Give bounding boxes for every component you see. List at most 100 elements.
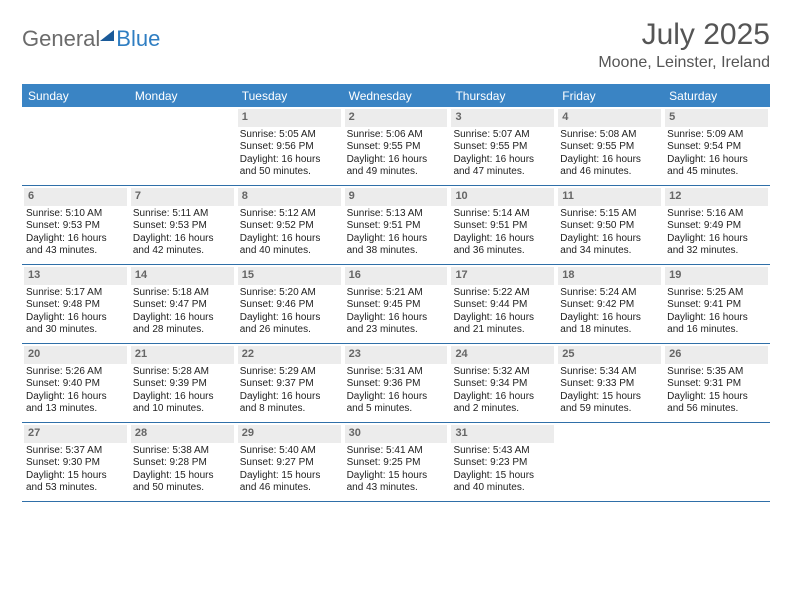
day-header-row: SundayMondayTuesdayWednesdayThursdayFrid… [22, 86, 770, 107]
sunrise-text: Sunrise: 5:29 AM [240, 366, 339, 379]
daylight-text: and 42 minutes. [133, 245, 232, 258]
daylight-text: Daylight: 16 hours [560, 233, 659, 246]
sunrise-text: Sunrise: 5:28 AM [133, 366, 232, 379]
day-number: 7 [131, 188, 234, 206]
day-number: 30 [345, 425, 448, 443]
day-number: 15 [238, 267, 341, 285]
daylight-text: and 43 minutes. [26, 245, 125, 258]
daylight-text: and 53 minutes. [26, 482, 125, 495]
sunrise-text: Sunrise: 5:26 AM [26, 366, 125, 379]
sunset-text: Sunset: 9:55 PM [560, 141, 659, 154]
daylight-text: Daylight: 16 hours [26, 312, 125, 325]
sunrise-text: Sunrise: 5:22 AM [453, 287, 552, 300]
day-cell: 7Sunrise: 5:11 AMSunset: 9:53 PMDaylight… [129, 186, 236, 264]
sunset-text: Sunset: 9:53 PM [133, 220, 232, 233]
daylight-text: Daylight: 16 hours [133, 312, 232, 325]
daylight-text: and 59 minutes. [560, 403, 659, 416]
day-cell [129, 107, 236, 185]
daylight-text: Daylight: 15 hours [240, 470, 339, 483]
sunrise-text: Sunrise: 5:16 AM [667, 208, 766, 221]
sunset-text: Sunset: 9:55 PM [347, 141, 446, 154]
sunset-text: Sunset: 9:31 PM [667, 378, 766, 391]
sunrise-text: Sunrise: 5:43 AM [453, 445, 552, 458]
week-row: 6Sunrise: 5:10 AMSunset: 9:53 PMDaylight… [22, 186, 770, 265]
day-number: 27 [24, 425, 127, 443]
day-header: Thursday [449, 86, 556, 107]
day-number: 19 [665, 267, 768, 285]
sunset-text: Sunset: 9:34 PM [453, 378, 552, 391]
sunset-text: Sunset: 9:47 PM [133, 299, 232, 312]
daylight-text: Daylight: 16 hours [133, 391, 232, 404]
day-cell [556, 423, 663, 501]
sunrise-text: Sunrise: 5:37 AM [26, 445, 125, 458]
daylight-text: Daylight: 16 hours [453, 154, 552, 167]
calendar: SundayMondayTuesdayWednesdayThursdayFrid… [22, 84, 770, 502]
daylight-text: Daylight: 16 hours [240, 391, 339, 404]
daylight-text: and 49 minutes. [347, 166, 446, 179]
daylight-text: and 30 minutes. [26, 324, 125, 337]
sunset-text: Sunset: 9:30 PM [26, 457, 125, 470]
daylight-text: Daylight: 16 hours [240, 154, 339, 167]
daylight-text: Daylight: 16 hours [453, 312, 552, 325]
day-number: 3 [451, 109, 554, 127]
sunset-text: Sunset: 9:46 PM [240, 299, 339, 312]
daylight-text: and 36 minutes. [453, 245, 552, 258]
day-number: 23 [345, 346, 448, 364]
sunset-text: Sunset: 9:50 PM [560, 220, 659, 233]
day-cell: 12Sunrise: 5:16 AMSunset: 9:49 PMDayligh… [663, 186, 770, 264]
day-cell [22, 107, 129, 185]
sunrise-text: Sunrise: 5:24 AM [560, 287, 659, 300]
day-number: 16 [345, 267, 448, 285]
daylight-text: Daylight: 16 hours [347, 312, 446, 325]
day-cell [663, 423, 770, 501]
day-cell: 21Sunrise: 5:28 AMSunset: 9:39 PMDayligh… [129, 344, 236, 422]
sunrise-text: Sunrise: 5:10 AM [26, 208, 125, 221]
day-cell: 9Sunrise: 5:13 AMSunset: 9:51 PMDaylight… [343, 186, 450, 264]
sunset-text: Sunset: 9:45 PM [347, 299, 446, 312]
sunrise-text: Sunrise: 5:15 AM [560, 208, 659, 221]
daylight-text: Daylight: 16 hours [667, 312, 766, 325]
header: General Blue July 2025 Moone, Leinster, … [22, 18, 770, 72]
day-number: 8 [238, 188, 341, 206]
day-number: 29 [238, 425, 341, 443]
day-number: 18 [558, 267, 661, 285]
sunset-text: Sunset: 9:52 PM [240, 220, 339, 233]
day-cell: 14Sunrise: 5:18 AMSunset: 9:47 PMDayligh… [129, 265, 236, 343]
day-number: 21 [131, 346, 234, 364]
daylight-text: and 21 minutes. [453, 324, 552, 337]
daylight-text: Daylight: 16 hours [26, 233, 125, 246]
sunrise-text: Sunrise: 5:21 AM [347, 287, 446, 300]
daylight-text: and 28 minutes. [133, 324, 232, 337]
month-title: July 2025 [598, 18, 770, 52]
daylight-text: Daylight: 15 hours [667, 391, 766, 404]
day-number: 11 [558, 188, 661, 206]
daylight-text: and 26 minutes. [240, 324, 339, 337]
sunset-text: Sunset: 9:33 PM [560, 378, 659, 391]
day-cell: 27Sunrise: 5:37 AMSunset: 9:30 PMDayligh… [22, 423, 129, 501]
sunrise-text: Sunrise: 5:38 AM [133, 445, 232, 458]
sunrise-text: Sunrise: 5:17 AM [26, 287, 125, 300]
day-cell: 24Sunrise: 5:32 AMSunset: 9:34 PMDayligh… [449, 344, 556, 422]
sunset-text: Sunset: 9:55 PM [453, 141, 552, 154]
sunrise-text: Sunrise: 5:35 AM [667, 366, 766, 379]
day-cell: 2Sunrise: 5:06 AMSunset: 9:55 PMDaylight… [343, 107, 450, 185]
sunset-text: Sunset: 9:54 PM [667, 141, 766, 154]
week-row: 1Sunrise: 5:05 AMSunset: 9:56 PMDaylight… [22, 107, 770, 186]
daylight-text: and 43 minutes. [347, 482, 446, 495]
day-cell: 18Sunrise: 5:24 AMSunset: 9:42 PMDayligh… [556, 265, 663, 343]
sunset-text: Sunset: 9:27 PM [240, 457, 339, 470]
day-cell: 26Sunrise: 5:35 AMSunset: 9:31 PMDayligh… [663, 344, 770, 422]
day-number: 9 [345, 188, 448, 206]
sunrise-text: Sunrise: 5:40 AM [240, 445, 339, 458]
day-header: Sunday [22, 86, 129, 107]
day-cell: 8Sunrise: 5:12 AMSunset: 9:52 PMDaylight… [236, 186, 343, 264]
sunset-text: Sunset: 9:23 PM [453, 457, 552, 470]
sunrise-text: Sunrise: 5:14 AM [453, 208, 552, 221]
daylight-text: and 45 minutes. [667, 166, 766, 179]
day-cell: 22Sunrise: 5:29 AMSunset: 9:37 PMDayligh… [236, 344, 343, 422]
title-block: July 2025 Moone, Leinster, Ireland [598, 18, 770, 72]
sunset-text: Sunset: 9:36 PM [347, 378, 446, 391]
daylight-text: Daylight: 15 hours [347, 470, 446, 483]
day-number: 25 [558, 346, 661, 364]
day-header: Friday [556, 86, 663, 107]
